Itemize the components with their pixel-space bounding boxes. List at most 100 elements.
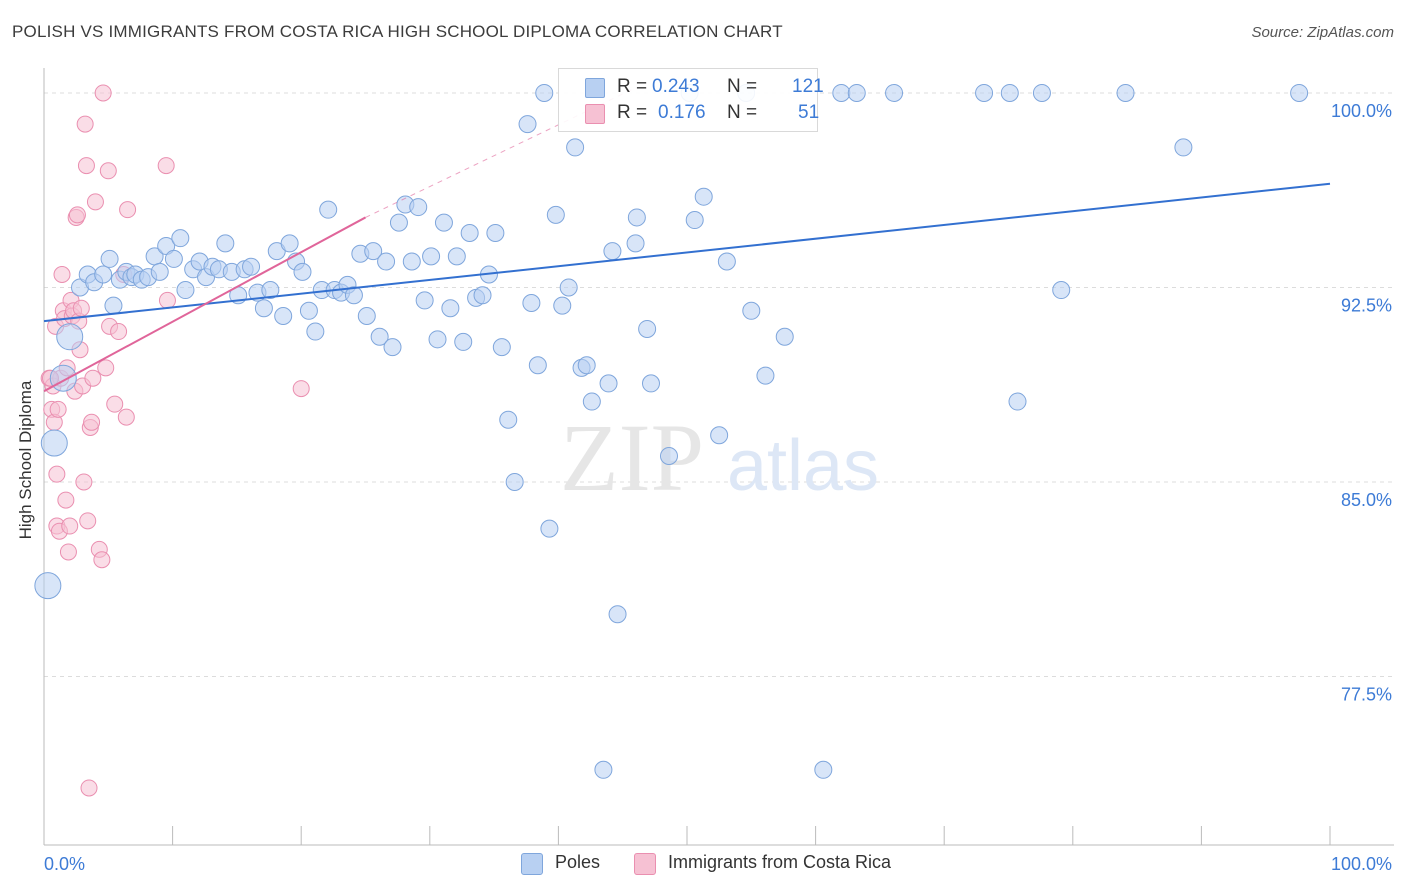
poles-point — [293, 262, 312, 281]
poles-point — [594, 760, 613, 779]
y-tick-label: 92.5% — [1341, 295, 1392, 315]
costa-rica-point — [53, 265, 71, 283]
costa-rica-point — [49, 400, 67, 418]
x-tick-labels: 0.0% 100.0% — [44, 854, 1392, 874]
y-axis-label: High School Diploma — [16, 380, 35, 540]
trend-lines — [43, 87, 1331, 393]
costa-legend-label: Immigrants from Costa Rica — [668, 852, 892, 872]
poles-point — [402, 252, 421, 271]
poles-point — [299, 301, 318, 320]
axes — [43, 68, 1394, 846]
poles-point — [599, 374, 618, 393]
poles-point — [522, 294, 541, 313]
poles-point — [1174, 138, 1193, 157]
poles-point — [357, 306, 376, 325]
poles-point — [254, 299, 273, 318]
costa-rica-point — [61, 517, 79, 535]
costa-legend-swatch — [634, 853, 656, 875]
poles-point — [582, 392, 601, 411]
costa-rica-point — [86, 193, 104, 211]
poles-point — [535, 83, 554, 102]
poles-point — [150, 262, 169, 281]
poles-point — [641, 374, 660, 393]
poles-point — [171, 229, 190, 248]
costa-rica-point — [83, 413, 101, 431]
poles-point — [832, 83, 851, 102]
costa-rica-point — [48, 465, 66, 483]
costa-rica-point — [97, 359, 115, 377]
poles-point — [1116, 83, 1135, 102]
poles-point — [608, 605, 627, 624]
poles-point — [528, 356, 547, 375]
y-tick-label: 85.0% — [1341, 490, 1392, 510]
costa-rica-trend-line — [43, 216, 366, 393]
poles-point — [377, 252, 396, 271]
poles-point — [694, 187, 713, 206]
watermark: ZIP atlas — [560, 404, 879, 511]
costa-rica-point — [59, 543, 77, 561]
poles-point — [370, 327, 389, 346]
poles-n-label: N = — [727, 76, 758, 97]
poles-point — [492, 338, 511, 357]
poles-point — [454, 332, 473, 351]
costa-rica-point — [292, 380, 310, 398]
costa-rica-point — [79, 512, 97, 530]
poles-point — [94, 265, 113, 284]
poles-point — [40, 429, 68, 457]
poles-point — [814, 760, 833, 779]
poles-point — [1290, 83, 1309, 102]
poles-points — [34, 83, 1309, 779]
poles-point — [447, 247, 466, 266]
costa-rica-point — [117, 408, 135, 426]
poles-point — [319, 200, 338, 219]
watermark-zip: ZIP — [560, 404, 704, 511]
poles-point — [34, 572, 62, 600]
y-tick-label: 77.5% — [1341, 684, 1392, 704]
costa-n-value: 51 — [798, 102, 820, 123]
poles-r-value: 0.243 — [652, 76, 700, 97]
costa-rica-point — [80, 779, 98, 797]
poles-point — [49, 364, 77, 392]
poles-point — [261, 281, 280, 300]
poles-point — [577, 356, 596, 375]
costa-n-label: N = — [727, 102, 758, 123]
poles-point — [505, 472, 524, 491]
watermark-atlas: atlas — [727, 426, 879, 506]
x-tick-label: 0.0% — [44, 854, 85, 874]
poles-point — [409, 198, 428, 217]
poles-point — [1032, 83, 1051, 102]
chart-title: POLISH VS IMMIGRANTS FROM COSTA RICA HIG… — [12, 22, 783, 41]
poles-point — [885, 83, 904, 102]
poles-point — [518, 115, 537, 134]
poles-legend-label: Poles — [555, 852, 601, 872]
poles-point — [775, 327, 794, 346]
costa-r-label: R = — [617, 102, 648, 123]
poles-point — [499, 410, 518, 429]
poles-point — [56, 323, 84, 351]
poles-point — [364, 242, 383, 261]
poles-point — [546, 205, 565, 224]
poles-point — [710, 426, 729, 445]
poles-point — [344, 286, 363, 305]
costa-r-value: 0.176 — [658, 102, 706, 123]
costa-rica-point — [119, 201, 137, 219]
poles-swatch — [585, 78, 605, 98]
costa-rica-point — [76, 115, 94, 133]
poles-point — [553, 296, 572, 315]
poles-point — [242, 257, 261, 276]
poles-point — [603, 242, 622, 261]
costa-rica-point — [77, 157, 95, 175]
poles-point — [428, 330, 447, 349]
x-tick-label: 100.0% — [1331, 854, 1392, 874]
poles-point — [659, 447, 678, 466]
poles-point — [847, 83, 866, 102]
costa-rica-points — [40, 84, 310, 797]
poles-point — [626, 234, 645, 253]
poles-point — [685, 211, 704, 230]
poles-point — [422, 247, 441, 266]
poles-point — [104, 296, 123, 315]
poles-point — [164, 249, 183, 268]
poles-point — [1052, 281, 1071, 300]
poles-point — [566, 138, 585, 157]
poles-point — [216, 234, 235, 253]
